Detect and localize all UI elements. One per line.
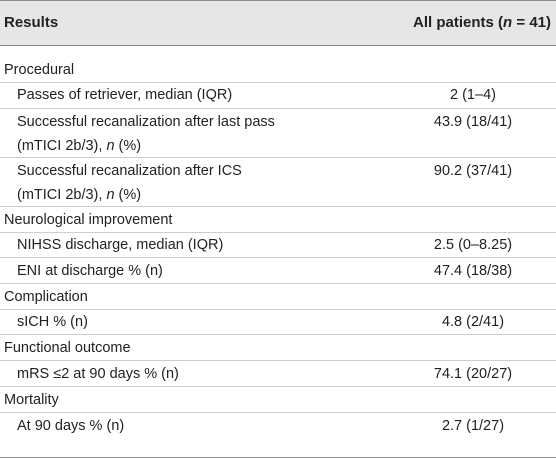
row-divider: [0, 309, 556, 310]
row-label: sICH % (n): [17, 314, 88, 330]
row-divider: [0, 360, 556, 361]
row-value: 2.5 (0–8.25): [433, 237, 513, 253]
row-label: (mTICI 2b/3), n (%): [17, 187, 142, 203]
row-divider: [0, 283, 556, 284]
row-divider: [0, 334, 556, 335]
row-label: Successful recanalization after last pas…: [17, 114, 275, 130]
row-divider: [0, 157, 556, 158]
row-value: 2.7 (1/27): [441, 418, 505, 434]
row-label: Successful recanalization after ICS: [17, 163, 242, 179]
row-divider: [0, 232, 556, 233]
row-value: 90.2 (37/41): [433, 163, 513, 179]
row-value: 4.8 (2/41): [441, 314, 505, 330]
section-label: Neurological improvement: [4, 212, 173, 228]
row-value: 47.4 (18/38): [433, 263, 513, 279]
results-column-header: Results: [4, 14, 59, 31]
row-value: 43.9 (18/41): [433, 114, 513, 130]
row-label: (mTICI 2b/3), n (%): [17, 138, 142, 154]
row-divider: [0, 257, 556, 258]
row-value: 74.1 (20/27): [433, 366, 513, 382]
all-patients-column-header: All patients (n = 41): [413, 14, 551, 31]
row-label: mRS ≤2 at 90 days % (n): [17, 366, 179, 382]
row-label: Passes of retriever, median (IQR): [17, 87, 233, 103]
section-label: Functional outcome: [4, 340, 131, 356]
row-divider: [0, 108, 556, 109]
table-header: Results All patients (n = 41): [0, 0, 556, 46]
row-label: NIHSS discharge, median (IQR): [17, 237, 224, 253]
row-divider: [0, 412, 556, 413]
row-divider: [0, 386, 556, 387]
section-label: Complication: [4, 289, 88, 305]
row-value: 2 (1–4): [450, 87, 496, 103]
section-label: Procedural: [4, 62, 75, 78]
row-label: ENI at discharge % (n): [17, 263, 163, 279]
row-divider: [0, 206, 556, 207]
row-label: At 90 days % (n): [17, 418, 125, 434]
row-divider: [0, 82, 556, 83]
section-label: Mortality: [4, 392, 59, 408]
